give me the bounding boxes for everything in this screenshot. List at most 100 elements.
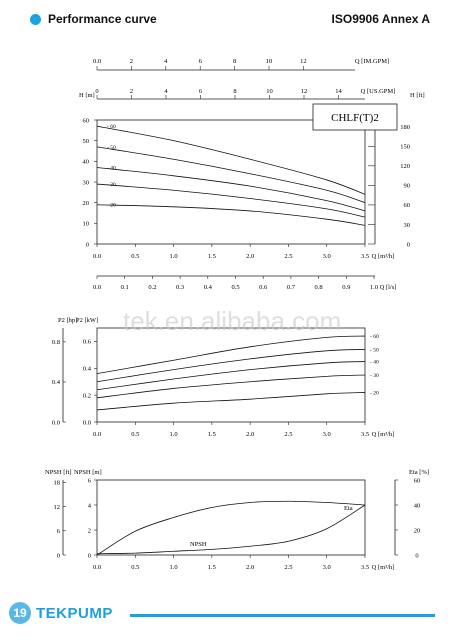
head-y-tick-label: 50 xyxy=(83,138,90,145)
head-ft-tick-label: 180 xyxy=(400,124,410,131)
ls-tick-label: 0.3 xyxy=(176,284,184,291)
page-header: Performance curve ISO9906 Annex A xyxy=(0,10,452,32)
us-gpm-tick-label: 14 xyxy=(335,88,342,95)
head-ft-tick-label: 30 xyxy=(404,222,411,229)
im-gpm-tick-label: 10 xyxy=(266,58,273,65)
power-curve-label: - 50 xyxy=(370,347,379,353)
head-plot-frame xyxy=(96,119,366,245)
npsh-curve-line xyxy=(96,504,366,555)
power-x-tick-label: 2.0 xyxy=(246,431,254,438)
eta-tick-label: 0 xyxy=(415,552,418,559)
head-curve-label: - 20 xyxy=(107,203,116,209)
eta-axis-label: Eta [%] xyxy=(409,469,429,476)
head-x-tick-label: 0.0 xyxy=(93,253,101,260)
us-gpm-axis-label: Q [US.GPM] xyxy=(361,88,396,95)
head-y-tick-label: 20 xyxy=(83,200,90,207)
npsh-m-tick-label: 0 xyxy=(88,552,91,559)
im-gpm-tick-label: 6 xyxy=(199,58,203,65)
eta-tick-label: 60 xyxy=(414,477,421,484)
footer-divider xyxy=(130,614,435,617)
head-curve-label: - 50 xyxy=(107,145,116,151)
bullet-icon xyxy=(30,14,41,25)
head-ft-axis-label: H [ft] xyxy=(410,92,425,99)
power-x-tick-label: 0.0 xyxy=(93,431,101,438)
power-curve-line xyxy=(96,392,366,411)
page-number: 19 xyxy=(9,602,31,624)
head-x-tick-label: 3.5 xyxy=(361,253,369,260)
head-curve-line xyxy=(96,183,366,218)
head-curve-line xyxy=(96,204,366,226)
power-x-tick-label: 1.0 xyxy=(170,431,178,438)
head-curve-line xyxy=(96,146,366,204)
power-kw-tick-label: 0.0 xyxy=(83,419,91,426)
npsh-m-tick-label: 6 xyxy=(88,477,92,484)
power-curve-line xyxy=(96,374,366,399)
npsh-ft-tick-label: 6 xyxy=(57,528,61,535)
head-ft-tick-label: 0 xyxy=(407,241,410,248)
us-gpm-tick-label: 6 xyxy=(199,88,203,95)
head-x-tick-label: 1.5 xyxy=(208,253,216,260)
npsh-ft-tick-label: 12 xyxy=(54,504,61,511)
im-gpm-tick-label: 0.0 xyxy=(93,58,101,65)
power-hp-axis-label: P2 [hp] xyxy=(58,317,77,324)
head-y-axis-label: H [m] xyxy=(79,92,95,99)
performance-charts: 0.0 2 4 6 8 10 12 Q [IM.GPM] 0 2 4 6 8 10 12 14 Q [US.GP… xyxy=(45,58,429,571)
head-ft-tick-label: 90 xyxy=(404,183,411,190)
head-x-tick-label: 2.0 xyxy=(246,253,254,260)
npsh-plot-frame xyxy=(96,479,366,556)
us-gpm-tick-label: 12 xyxy=(301,88,308,95)
head-x-tick-label: 1.0 xyxy=(170,253,178,260)
ls-tick-label: 0.7 xyxy=(287,284,296,291)
im-gpm-tick-label: 4 xyxy=(164,58,168,65)
eta-tick-label: 20 xyxy=(414,527,421,534)
npsh-x-tick-label: 2.0 xyxy=(246,564,254,571)
ls-tick-label: 0.2 xyxy=(148,284,156,291)
ls-tick-label: 0.9 xyxy=(342,284,350,291)
ls-tick-label: 1.0 xyxy=(370,284,378,291)
npsh-ft-tick-label: 18 xyxy=(54,480,61,487)
ls-tick-label: 0.5 xyxy=(231,284,239,291)
power-x-axis-label: Q [m³/h] xyxy=(372,431,395,438)
head-x-tick-label: 0.5 xyxy=(131,253,139,260)
ls-tick-label: 0.1 xyxy=(121,284,129,291)
head-curve-label: - 30 xyxy=(107,182,116,188)
eta-tick-label: 40 xyxy=(414,502,421,509)
npsh-x-tick-label: 2.5 xyxy=(284,564,292,571)
npsh-x-tick-label: 1.5 xyxy=(208,564,216,571)
us-gpm-tick-label: 8 xyxy=(233,88,236,95)
im-gpm-axis-label: Q [IM.GPM] xyxy=(355,58,389,65)
npsh-x-tick-label: 3.5 xyxy=(361,564,369,571)
ls-tick-label: 0.6 xyxy=(259,284,268,291)
eta-curve-line xyxy=(96,500,366,556)
head-curve-label: - 60 xyxy=(107,124,116,130)
us-gpm-tick-label: 2 xyxy=(130,88,133,95)
power-x-tick-label: 3.5 xyxy=(361,431,369,438)
power-hp-tick-label: 0.0 xyxy=(52,419,60,426)
page-title: Performance curve xyxy=(48,12,157,26)
head-y-tick-label: 60 xyxy=(83,117,90,124)
power-curve-line xyxy=(96,349,366,383)
eta-curve-label: Eta xyxy=(344,505,353,512)
watermark: tek.en.alibaba.com xyxy=(123,306,342,336)
head-y-tick-label: 40 xyxy=(83,159,90,166)
power-kw-tick-label: 0.4 xyxy=(83,366,92,373)
head-curve-label: - 40 xyxy=(107,166,116,172)
power-x-tick-label: 3.0 xyxy=(323,431,331,438)
npsh-m-tick-label: 2 xyxy=(88,527,91,534)
power-curve-line xyxy=(96,361,366,391)
head-curve-line xyxy=(96,167,366,212)
ls-tick-label: 0.4 xyxy=(204,284,213,291)
power-x-tick-label: 0.5 xyxy=(131,431,139,438)
head-curve-line xyxy=(96,125,366,195)
npsh-curve-label: NPSH xyxy=(190,541,207,548)
power-kw-tick-label: 0.2 xyxy=(83,392,91,399)
head-ft-tick-label: 60 xyxy=(404,202,411,209)
power-curve-label: - 60 xyxy=(370,334,379,340)
standard-label: ISO9906 Annex A xyxy=(331,12,430,26)
npsh-x-axis-label: Q [m³/h] xyxy=(372,564,395,571)
model-box xyxy=(312,103,398,131)
head-ft-tick-label: 150 xyxy=(400,144,410,151)
im-gpm-tick-label: 12 xyxy=(300,58,307,65)
power-hp-tick-label: 0.4 xyxy=(52,379,61,386)
head-x-axis-label: Q [m³/h] xyxy=(372,253,395,260)
